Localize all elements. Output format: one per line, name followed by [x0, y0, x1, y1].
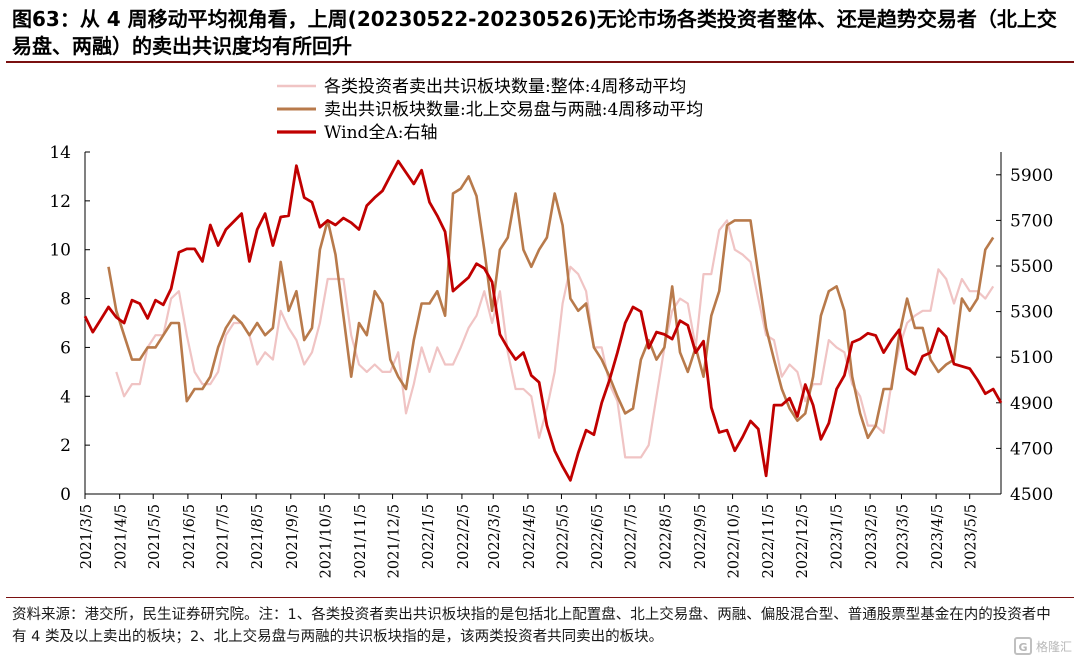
series-line-2 [107, 175, 995, 440]
right-tick-label: 5300 [1010, 303, 1053, 323]
x-tick-label: 2023/2/5 [864, 504, 880, 569]
watermark: G 格隆汇 [1013, 637, 1072, 655]
legend-label-3: Wind全A:右轴 [324, 123, 437, 143]
legend-label-1: 各类投资者卖出共识板块数量:整体:4周移动平均 [324, 77, 686, 97]
left-tick-label: 0 [60, 485, 71, 505]
right-tick-label: 4900 [1010, 394, 1053, 414]
x-tick-label: 2022/6/5 [590, 504, 606, 569]
chart-series [83, 159, 1003, 482]
x-tick-label: 2021/6/5 [182, 504, 198, 569]
left-tick-label: 4 [60, 387, 71, 407]
x-tick-label: 2021/7/5 [215, 504, 231, 569]
legend-label-2: 卖出共识板块数量:北上交易盘与两融:4周移动平均 [324, 100, 703, 120]
chart-title: 图63：从 4 周移动平均视角看，上周(20230522-20230526)无论… [12, 7, 1057, 58]
x-tick-label: 2021/3/5 [79, 504, 95, 569]
x-tick-label: 2022/9/5 [693, 504, 709, 569]
x-tick-label: 2021/11/5 [353, 504, 369, 578]
x-tick-label: 2021/9/5 [285, 504, 301, 569]
watermark-logo-icon: G [1013, 637, 1032, 655]
x-tick-label: 2022/11/5 [761, 504, 777, 578]
x-tick-label: 2023/4/5 [930, 504, 946, 569]
x-tick-label: 2021/10/5 [318, 504, 334, 578]
left-tick-label: 2 [60, 436, 71, 456]
x-tick-label: 2022/3/5 [487, 504, 503, 569]
right-tick-label: 5100 [1010, 348, 1053, 368]
right-tick-label: 5700 [1010, 211, 1053, 231]
x-tick-label: 2022/10/5 [727, 504, 743, 578]
source-note: 资料来源：港交所，民生证券研究院。注：1、各类投资者卖出共识板块指的是包括北上配… [12, 607, 1051, 645]
x-tick-label: 2023/1/5 [829, 504, 845, 569]
watermark-text: 格隆汇 [1035, 639, 1072, 654]
x-tick-label: 2022/8/5 [658, 504, 674, 569]
x-tick-label: 2021/4/5 [114, 504, 130, 569]
left-tick-label: 8 [60, 290, 71, 310]
left-tick-label: 14 [49, 143, 71, 163]
x-tick-label: 2021/8/5 [250, 504, 266, 569]
left-tick-label: 12 [49, 192, 71, 212]
x-tick-label: 2022/12/5 [795, 504, 811, 578]
x-tick-label: 2023/3/5 [895, 504, 911, 569]
source-divider [6, 597, 1074, 598]
x-tick-label: 2021/5/5 [147, 504, 163, 569]
right-tick-label: 4500 [1010, 485, 1053, 505]
x-tick-label: 2022/5/5 [555, 504, 571, 569]
left-tick-label: 6 [60, 338, 71, 358]
left-tick-label: 10 [49, 241, 71, 261]
right-tick-label: 5900 [1010, 166, 1053, 186]
right-tick-label: 4700 [1010, 439, 1053, 459]
chart-canvas: 各类投资者卖出共识板块数量:整体:4周移动平均卖出共识板块数量:北上交易盘与两融… [49, 77, 1053, 578]
legend: 各类投资者卖出共识板块数量:整体:4周移动平均卖出共识板块数量:北上交易盘与两融… [277, 77, 703, 143]
x-tick-label: 2023/5/5 [964, 504, 980, 569]
x-tick-label: 2022/4/5 [522, 504, 538, 569]
x-tick-label: 2021/12/5 [387, 504, 403, 578]
right-tick-label: 5500 [1010, 257, 1053, 277]
x-tick-label: 2022/7/5 [624, 504, 640, 569]
chart-axes: 0 2 4 6 8 10 12 14 4500 4700 4900 5100 5300 5500 5700 5… [49, 143, 1053, 578]
series-line-3 [83, 159, 1003, 482]
title-divider [6, 61, 1074, 63]
x-tick-label: 2022/2/5 [456, 504, 472, 569]
x-tick-label: 2022/1/5 [421, 504, 437, 569]
